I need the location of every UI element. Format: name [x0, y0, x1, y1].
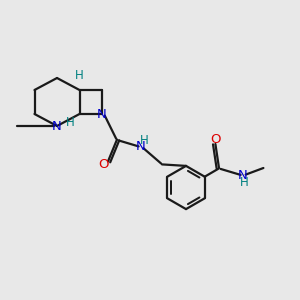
Text: H: H: [75, 69, 84, 82]
Text: N: N: [52, 119, 62, 133]
Text: O: O: [210, 133, 220, 146]
Text: H: H: [239, 176, 248, 189]
Text: H: H: [65, 116, 74, 129]
Text: N: N: [136, 140, 146, 154]
Text: N: N: [97, 107, 107, 121]
Text: H: H: [140, 134, 148, 148]
Text: O: O: [98, 158, 109, 172]
Text: N: N: [238, 169, 248, 182]
